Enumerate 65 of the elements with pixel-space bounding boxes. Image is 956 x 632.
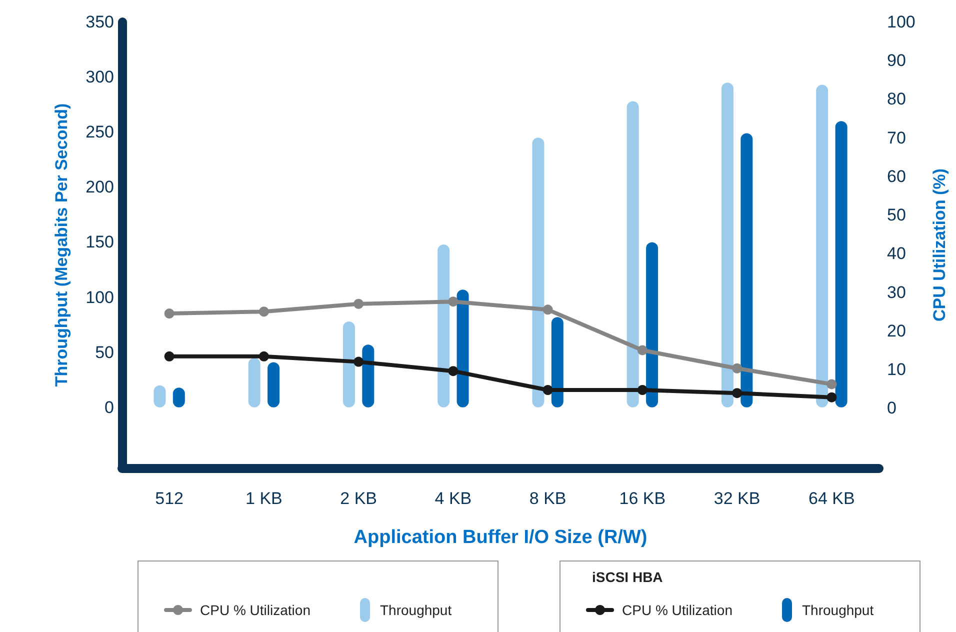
y2-tick-label: 30 [887, 282, 906, 302]
point [826, 379, 837, 390]
x-tick-label: 32 KB [714, 489, 760, 508]
y2-tick-label: 0 [887, 398, 896, 418]
bar [268, 362, 280, 408]
bar [740, 133, 753, 408]
point [354, 298, 364, 309]
y2-tick-label: 50 [887, 206, 906, 225]
bar [816, 84, 828, 408]
bar [248, 358, 260, 408]
y-tick-label: 200 [86, 178, 114, 197]
point [637, 385, 648, 395]
point [448, 296, 458, 307]
point [542, 385, 553, 395]
bar [646, 242, 658, 408]
legend-label: Throughput [802, 602, 874, 618]
bar [835, 121, 848, 408]
x-tick-label: 2 KB [340, 489, 377, 508]
bar [721, 82, 734, 408]
x-axis-title: Application Buffer I/O Size (R/W) [354, 527, 648, 548]
x-tick-label: 1 KB [246, 489, 282, 508]
x-tick-label: 512 [155, 489, 184, 508]
y-tick-label: 0 [104, 398, 114, 417]
text: iSCSI HBA [592, 569, 663, 585]
point [732, 388, 742, 398]
point [637, 345, 648, 356]
x-tick-label: 64 KB [808, 489, 855, 508]
y2-tick-label: 80 [887, 90, 906, 109]
x-tick-label: 8 KB [529, 489, 566, 508]
y2-tick-label: 70 [887, 128, 906, 148]
y-axis-title: Throughput (Megabits Per Second) [52, 103, 71, 387]
bar [456, 290, 469, 408]
y-tick-label: 100 [86, 288, 114, 307]
legend-label: Throughput [380, 602, 452, 618]
legend-label: CPU % Utilization [200, 602, 310, 618]
point [542, 304, 553, 315]
bar [626, 101, 639, 408]
point [258, 351, 269, 362]
y2-tick-label: 10 [887, 360, 906, 380]
bar [362, 344, 374, 408]
y-tick-label: 150 [86, 232, 114, 252]
point [826, 392, 837, 402]
x-tick-label: 4 KB [434, 489, 472, 508]
point [164, 308, 174, 319]
y2-tick-label: 60 [887, 166, 906, 186]
bar [551, 317, 564, 408]
bar [438, 244, 450, 408]
point [448, 366, 458, 376]
bar [342, 322, 355, 408]
y-tick-label: 250 [86, 122, 114, 142]
point [164, 351, 174, 362]
y-tick-label: 50 [95, 342, 114, 362]
y2-axis-title: CPU Utilization (%) [930, 168, 949, 322]
y2-tick-label: 90 [887, 51, 906, 70]
x-tick-label: 16 KB [619, 489, 666, 508]
y-tick-label: 300 [86, 68, 114, 87]
y2-tick-label: 100 [887, 12, 916, 32]
bar [532, 138, 544, 408]
y2-tick-label: 40 [887, 244, 906, 264]
y2-tick-label: 20 [887, 321, 906, 340]
y-tick-label: 350 [86, 12, 114, 32]
point [258, 306, 269, 317]
point [354, 356, 364, 367]
point [732, 363, 742, 374]
legend-label: CPU % Utilization [622, 602, 732, 618]
